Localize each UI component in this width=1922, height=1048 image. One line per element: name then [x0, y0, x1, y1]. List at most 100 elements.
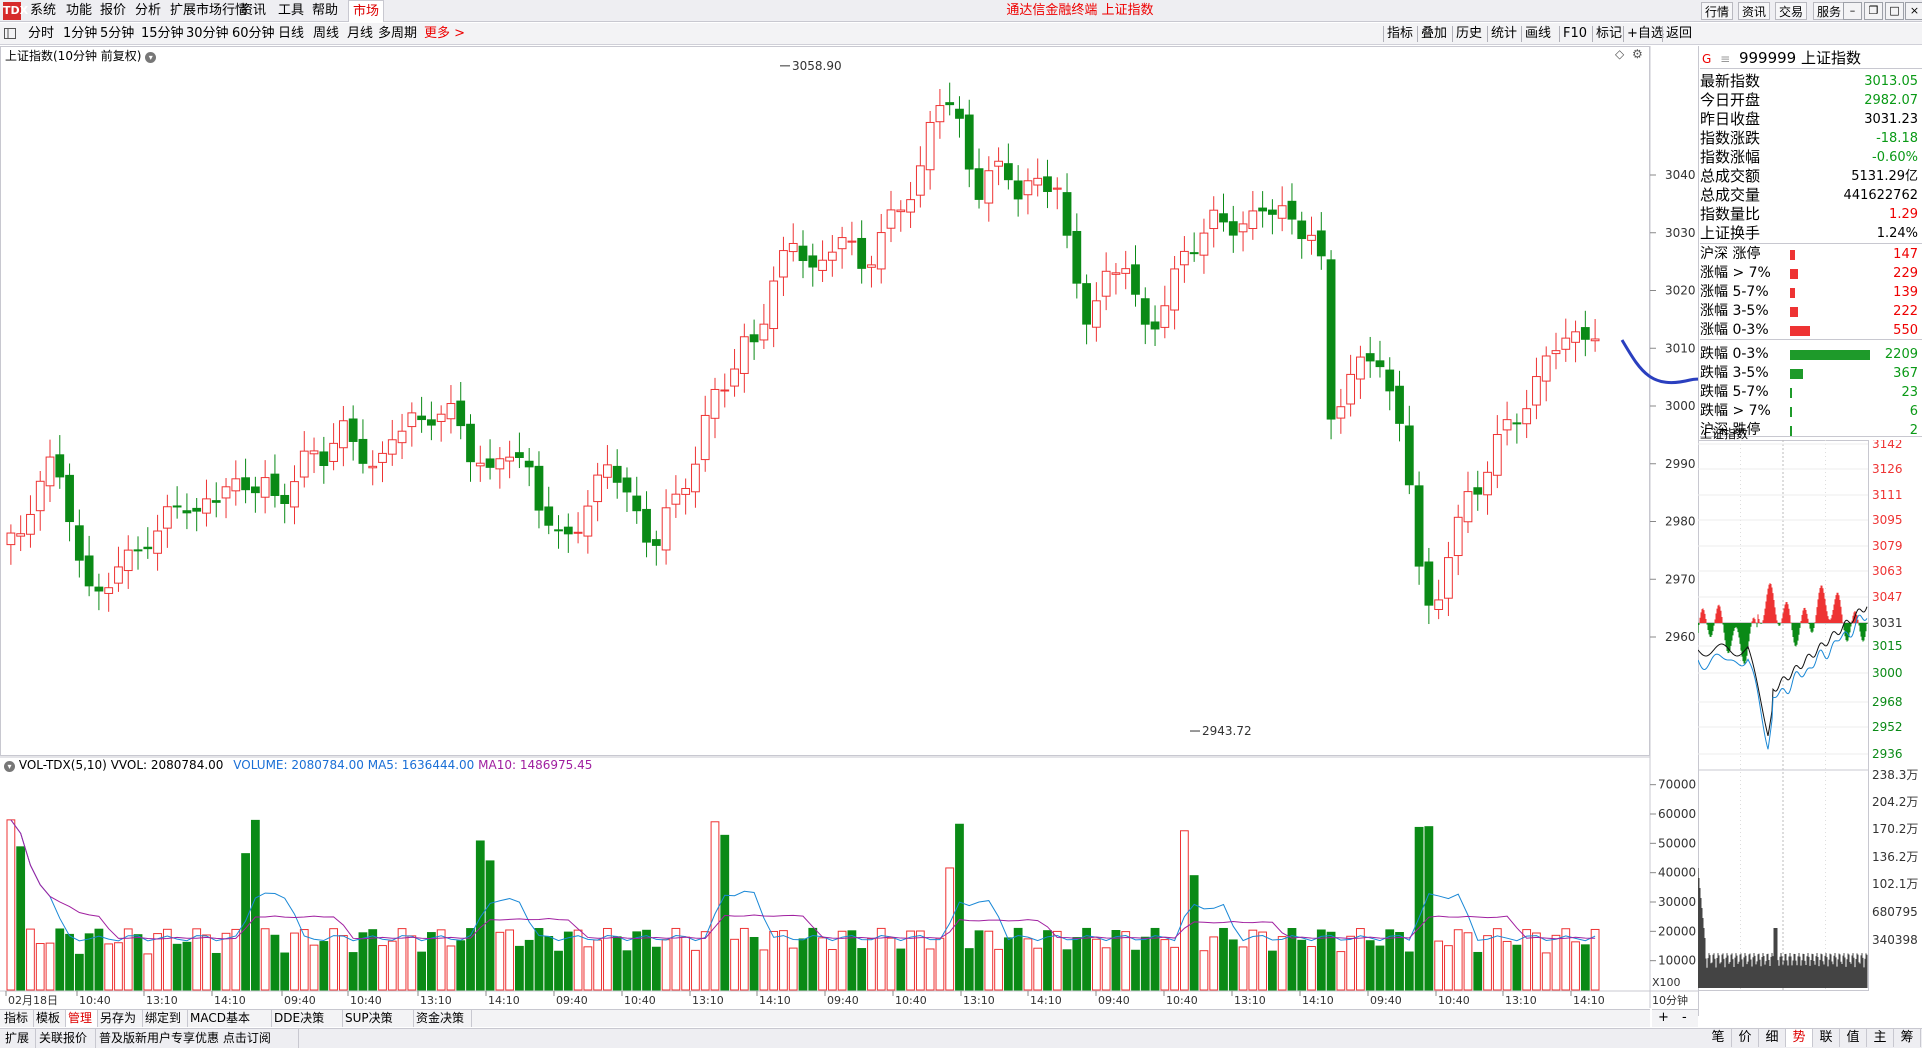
volume-bar — [563, 931, 573, 991]
vol-tick: 50000 — [1658, 836, 1696, 850]
period-more[interactable]: 更多 > — [424, 26, 466, 41]
bottom-tab-0[interactable]: 指标 — [2, 1010, 34, 1027]
tool-2[interactable]: 历史 — [1456, 26, 1483, 41]
volume-bar — [534, 928, 544, 991]
status-item-1[interactable]: 关联报价 — [36, 1029, 96, 1048]
candle-body — [338, 420, 348, 449]
candle-body — [1219, 213, 1228, 223]
right-tab-6[interactable]: 主 — [1867, 1029, 1894, 1047]
menu-6[interactable]: 工具 — [278, 3, 305, 18]
restore-icon[interactable]: ❐ — [1864, 2, 1883, 20]
intraday-mini-chart[interactable]: 3142 3126 3111 3095 3079 3063 3047 3031 3015 3000… — [1698, 440, 1922, 1035]
settings-icon[interactable]: ⚙ — [1632, 47, 1643, 61]
candle-body — [700, 414, 710, 461]
bottom-tab-4[interactable]: 绑定到 — [143, 1010, 188, 1027]
tool-8[interactable]: 返回 — [1666, 26, 1693, 41]
top-right-1[interactable]: 资讯 — [1738, 2, 1771, 20]
period-6[interactable]: 日线 — [278, 26, 305, 41]
status-item-0[interactable]: 扩展 — [2, 1029, 36, 1048]
volume-bar — [84, 933, 94, 991]
period-1[interactable]: 1分钟 — [63, 26, 98, 41]
candle-body — [779, 250, 788, 278]
volume-bar — [1385, 929, 1395, 991]
chart-options-icon[interactable]: ▾ — [145, 52, 157, 63]
tool-4[interactable]: 画线 — [1525, 26, 1552, 41]
tool-0[interactable]: 指标 — [1387, 26, 1414, 41]
bottom-tab-5[interactable]: MACD基本 — [188, 1010, 272, 1027]
candle-body — [1395, 385, 1404, 424]
maximize-icon[interactable]: □ — [1885, 2, 1904, 20]
candle-body — [446, 403, 456, 420]
tool-3[interactable]: 统计 — [1491, 26, 1518, 41]
period-9[interactable]: 多周期 — [378, 26, 418, 41]
top-right-0[interactable]: 行情 — [1701, 2, 1734, 20]
mini-price-line — [1698, 606, 1868, 737]
menu-lines-icon[interactable]: ≡ — [1720, 52, 1731, 66]
period-8[interactable]: 月线 — [347, 26, 374, 41]
candle-body — [720, 389, 730, 392]
mini-vol-tick: 340398 — [1872, 933, 1918, 947]
mini-vol-tick: 204.2万 — [1872, 795, 1918, 809]
menu-market[interactable]: 市场 — [348, 0, 385, 22]
volume-bar — [143, 953, 153, 991]
zoom-out-button[interactable]: - — [1682, 1010, 1687, 1025]
right-tab-1[interactable]: 价 — [1732, 1029, 1759, 1047]
menu-3[interactable]: 分析 — [135, 3, 162, 18]
menu-2[interactable]: 报价 — [100, 3, 127, 18]
bottom-tab-8[interactable]: 资金决策 — [414, 1010, 472, 1027]
period-0[interactable]: 分时 — [28, 26, 55, 41]
right-tab-4[interactable]: 联 — [1813, 1029, 1840, 1047]
period-5[interactable]: 60分钟 — [232, 26, 275, 41]
kline-chart[interactable]: 3040 3030 3020 3010 3000 2990 2980 2970 2960 ◇ ⚙ 30… — [0, 0, 1698, 1010]
candle-body — [1209, 209, 1219, 230]
volume-bar — [55, 928, 65, 991]
tool-6[interactable]: 标记 — [1596, 26, 1623, 41]
volume-bar — [338, 935, 348, 991]
top-right-2[interactable]: 交易 — [1775, 2, 1808, 20]
menu-0[interactable]: 系统 — [30, 3, 57, 18]
candle-body — [867, 264, 876, 268]
bottom-tab-6[interactable]: DDE决策 — [272, 1010, 343, 1027]
tool-1[interactable]: 叠加 — [1421, 26, 1448, 41]
right-tab-7[interactable]: 筹 — [1894, 1029, 1921, 1047]
volume-options-icon[interactable]: ▾ — [4, 761, 15, 772]
period-2[interactable]: 5分钟 — [100, 26, 135, 41]
bottom-tab-7[interactable]: SUP决策 — [343, 1010, 414, 1027]
breadth-label: 沪深 跌停 — [1700, 422, 1761, 438]
candle-body — [299, 450, 309, 478]
breadth-row: 沪深 涨停 147 — [1700, 245, 1922, 264]
layout-toggle-icon[interactable] — [4, 23, 18, 45]
quote-prefix: G — [1702, 52, 1712, 66]
zoom-in-button[interactable]: + — [1658, 1010, 1669, 1025]
menu-1[interactable]: 功能 — [66, 3, 93, 18]
candle-body — [1297, 220, 1307, 240]
top-right-3[interactable]: 服务 — [1813, 2, 1846, 20]
tool-5[interactable]: F10 — [1563, 26, 1588, 41]
period-7[interactable]: 周线 — [313, 26, 340, 41]
right-tab-2[interactable]: 细 — [1759, 1029, 1786, 1047]
bottom-tab-3[interactable]: 另存为 — [98, 1010, 143, 1027]
menu-7[interactable]: 帮助 — [312, 3, 339, 18]
menu-4[interactable]: 扩展市场行情 — [170, 3, 249, 18]
volume-bar — [475, 840, 485, 991]
right-tab-5[interactable]: 值 — [1840, 1029, 1867, 1047]
period-4[interactable]: 30分钟 — [186, 26, 229, 41]
volume-bar — [1023, 938, 1033, 991]
diamond-icon[interactable]: ◇ — [1615, 47, 1625, 61]
minimize-icon[interactable]: – — [1843, 2, 1862, 20]
drawn-trend-line[interactable] — [1620, 269, 1698, 420]
close-icon[interactable]: × — [1905, 2, 1922, 20]
right-tab-3[interactable]: 势 — [1786, 1029, 1813, 1047]
quote-row: 指数涨幅 -0.60% — [1700, 148, 1922, 167]
period-3[interactable]: 15分钟 — [141, 26, 184, 41]
status-item-2[interactable]: 普及版新用户专享优惠 点击订阅 — [96, 1029, 299, 1048]
tool-7[interactable]: +自选 — [1627, 26, 1664, 41]
menu-5[interactable]: 资讯 — [240, 3, 267, 18]
vol-vvol: VVOL: 2080784.00 — [110, 758, 224, 772]
right-tab-0[interactable]: 笔 — [1705, 1029, 1732, 1047]
volume-bar — [994, 948, 1003, 991]
bottom-tab-1[interactable]: 模板 — [34, 1010, 66, 1027]
bottom-tab-2[interactable]: 管理 — [66, 1010, 98, 1027]
candle-body — [1571, 331, 1580, 343]
volume-bar — [632, 931, 642, 991]
